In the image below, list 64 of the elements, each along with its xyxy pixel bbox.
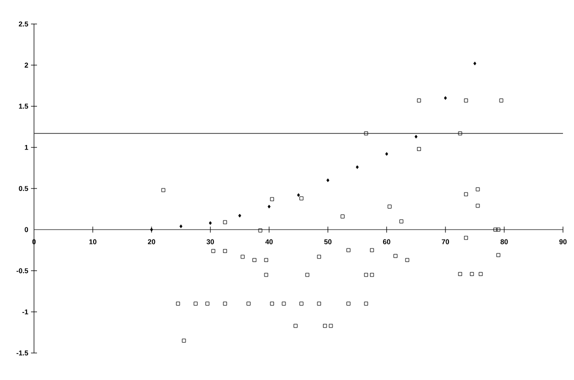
point <box>370 248 374 252</box>
point <box>476 204 480 208</box>
point <box>476 187 480 192</box>
point <box>299 302 304 306</box>
point <box>182 338 186 343</box>
point <box>364 272 368 277</box>
point <box>458 272 462 276</box>
point <box>223 249 227 253</box>
point <box>258 228 262 232</box>
point <box>317 302 322 306</box>
point <box>458 131 462 136</box>
point <box>399 219 404 224</box>
point <box>270 302 274 306</box>
point <box>322 324 327 328</box>
point <box>180 224 182 228</box>
point <box>478 272 483 276</box>
point <box>299 196 304 200</box>
point <box>240 254 245 259</box>
point <box>417 147 421 151</box>
point <box>364 131 368 136</box>
point <box>297 193 300 197</box>
point <box>346 248 350 252</box>
point <box>211 249 216 253</box>
point <box>326 178 330 182</box>
point <box>414 134 418 139</box>
point <box>370 272 374 277</box>
point <box>496 253 500 258</box>
point <box>252 258 256 262</box>
point <box>356 165 359 169</box>
point <box>473 62 476 66</box>
point <box>161 188 166 192</box>
point <box>388 204 392 209</box>
point <box>194 302 198 306</box>
point <box>364 302 368 306</box>
point <box>346 302 350 306</box>
point <box>444 96 447 100</box>
point <box>264 258 268 262</box>
point <box>385 152 388 156</box>
point <box>208 221 212 225</box>
point <box>464 98 468 102</box>
point <box>264 272 268 277</box>
point <box>493 228 498 232</box>
point <box>464 192 468 196</box>
point <box>238 214 242 218</box>
point <box>499 98 504 102</box>
point <box>405 258 410 262</box>
point <box>417 98 421 102</box>
point <box>246 302 250 306</box>
point <box>268 204 271 208</box>
point <box>496 228 500 232</box>
point <box>176 302 180 306</box>
point <box>317 254 322 259</box>
point <box>340 214 345 218</box>
point <box>270 197 274 202</box>
point <box>328 324 333 328</box>
point <box>394 254 398 258</box>
point <box>294 324 298 328</box>
point <box>305 272 310 277</box>
point <box>223 302 227 306</box>
point <box>223 220 227 224</box>
point <box>470 272 474 276</box>
point <box>205 302 210 306</box>
point <box>282 302 286 306</box>
point <box>464 236 468 240</box>
